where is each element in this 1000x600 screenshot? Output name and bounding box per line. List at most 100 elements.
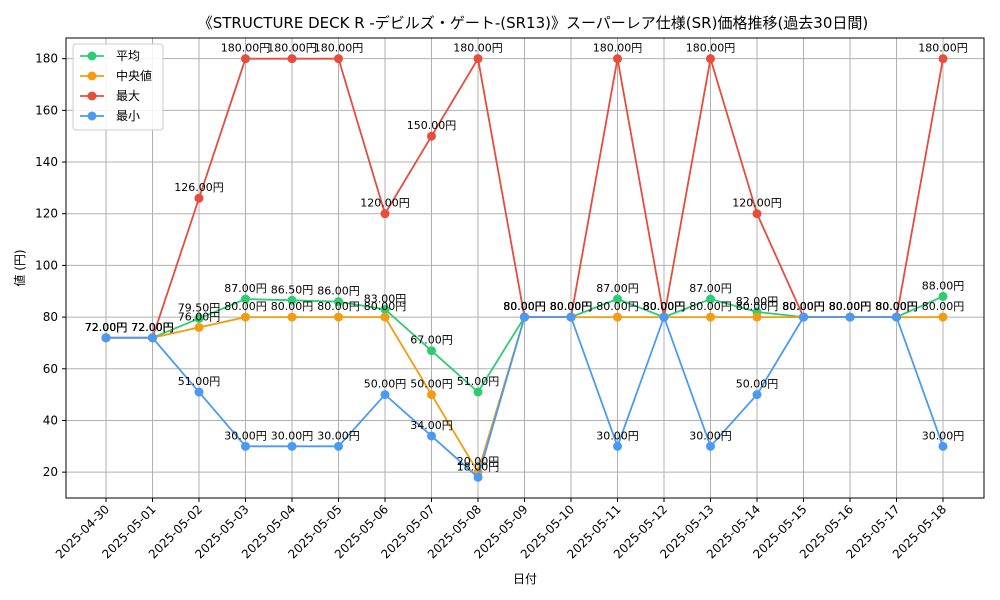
data-label: 180.00円 [593, 42, 643, 55]
data-point [334, 54, 343, 64]
data-label: 79.50円 [178, 301, 221, 314]
data-label: 80.00円 [503, 300, 546, 313]
data-label: 51.00円 [178, 375, 221, 388]
data-point [938, 441, 948, 451]
data-label: 72.00円 [85, 321, 128, 334]
data-point [241, 294, 250, 304]
data-label: 80.00円 [689, 300, 732, 313]
data-point [613, 54, 622, 64]
data-point [473, 387, 483, 397]
data-point [706, 312, 715, 322]
y-axis: 20 40 60 80 100 120 140 160 180 [35, 52, 66, 479]
legend-box [72, 43, 164, 131]
y-tick-label: 180 [35, 52, 58, 66]
y-axis-label: 値 (円) [12, 249, 27, 286]
data-label: 180.00円 [453, 42, 503, 55]
series-layer [101, 54, 948, 482]
data-point [427, 346, 436, 356]
data-label: 67.00円 [410, 334, 453, 347]
data-label: 80.00円 [224, 300, 267, 313]
data-label: 30.00円 [224, 429, 267, 442]
data-label: 30.00円 [689, 429, 732, 442]
y-tick-label: 120 [35, 207, 58, 221]
data-label: 82.00円 [736, 295, 779, 308]
data-label: 80.00円 [317, 300, 360, 313]
data-label: 51.00円 [457, 375, 500, 388]
legend-swatch-marker [87, 51, 97, 61]
data-label: 87.00円 [596, 282, 639, 295]
data-point [334, 441, 343, 451]
data-label: 18.00円 [457, 460, 500, 473]
data-label: 180.00円 [221, 42, 271, 55]
data-label: 80.00円 [643, 300, 686, 313]
data-label: 86.50円 [271, 283, 314, 296]
data-label: 80.00円 [829, 300, 872, 313]
legend-label: 平均 [116, 49, 140, 63]
y-tick-label: 140 [35, 155, 58, 169]
data-label: 120.00円 [732, 197, 782, 210]
data-label: 80.00円 [782, 300, 825, 313]
data-point [892, 312, 901, 322]
x-axis-label: 日付 [513, 572, 537, 586]
data-label: 50.00円 [736, 378, 779, 391]
series-4 [101, 312, 948, 482]
data-point [752, 209, 762, 219]
y-tick-label: 100 [35, 258, 58, 272]
legend-label: 最大 [116, 89, 140, 103]
chart-title: 《STRUCTURE DECK R -デビルズ・ゲート-(SR13)》スーパーレ… [198, 14, 869, 32]
data-point [101, 333, 111, 343]
data-label: 180.00円 [267, 42, 317, 55]
data-label: 80.00円 [875, 300, 918, 313]
data-point [380, 209, 390, 219]
y-tick-label: 40 [43, 413, 58, 427]
data-point [566, 312, 576, 322]
data-label: 80.00円 [271, 300, 314, 313]
data-point [613, 441, 622, 451]
data-point [241, 312, 250, 322]
data-label: 30.00円 [271, 429, 314, 442]
data-label: 30.00円 [596, 429, 639, 442]
data-label: 80.00円 [736, 300, 779, 313]
data-label: 80.00円 [643, 300, 686, 313]
data-point [194, 322, 204, 332]
data-label: 80.00円 [782, 300, 825, 313]
data-label: 180.00円 [918, 42, 968, 55]
data-point [427, 390, 436, 400]
data-label: 80.00円 [643, 300, 686, 313]
data-label: 150.00円 [407, 119, 457, 132]
y-tick-label: 60 [43, 362, 58, 376]
data-label: 80.00円 [782, 300, 825, 313]
data-point [287, 312, 297, 322]
data-point [334, 297, 343, 307]
data-point [473, 54, 483, 64]
data-label: 88.00円 [922, 279, 965, 292]
data-point [287, 441, 297, 451]
data-point [427, 131, 436, 141]
data-point [613, 294, 622, 304]
data-label: 80.00円 [782, 300, 825, 313]
data-point [427, 431, 436, 441]
grid-layer [66, 38, 984, 498]
legend-swatch-marker [87, 71, 97, 81]
data-point [752, 312, 762, 322]
data-point [241, 441, 250, 451]
data-point [287, 54, 297, 64]
data-point [194, 387, 204, 397]
data-label: 72.00円 [131, 321, 174, 334]
data-label: 80.00円 [503, 300, 546, 313]
data-label: 80.00円 [364, 300, 407, 313]
data-point [194, 313, 204, 323]
data-label: 80.00円 [503, 300, 546, 313]
data-point [148, 333, 157, 343]
data-label: 72.00円 [85, 321, 128, 334]
data-label: 80.00円 [829, 300, 872, 313]
data-point [241, 54, 250, 64]
data-label: 80.00円 [550, 300, 593, 313]
y-tick-label: 80 [43, 310, 58, 324]
data-point [380, 390, 390, 400]
data-point [473, 472, 483, 482]
data-label: 120.00円 [360, 197, 410, 210]
data-label: 72.00円 [131, 321, 174, 334]
